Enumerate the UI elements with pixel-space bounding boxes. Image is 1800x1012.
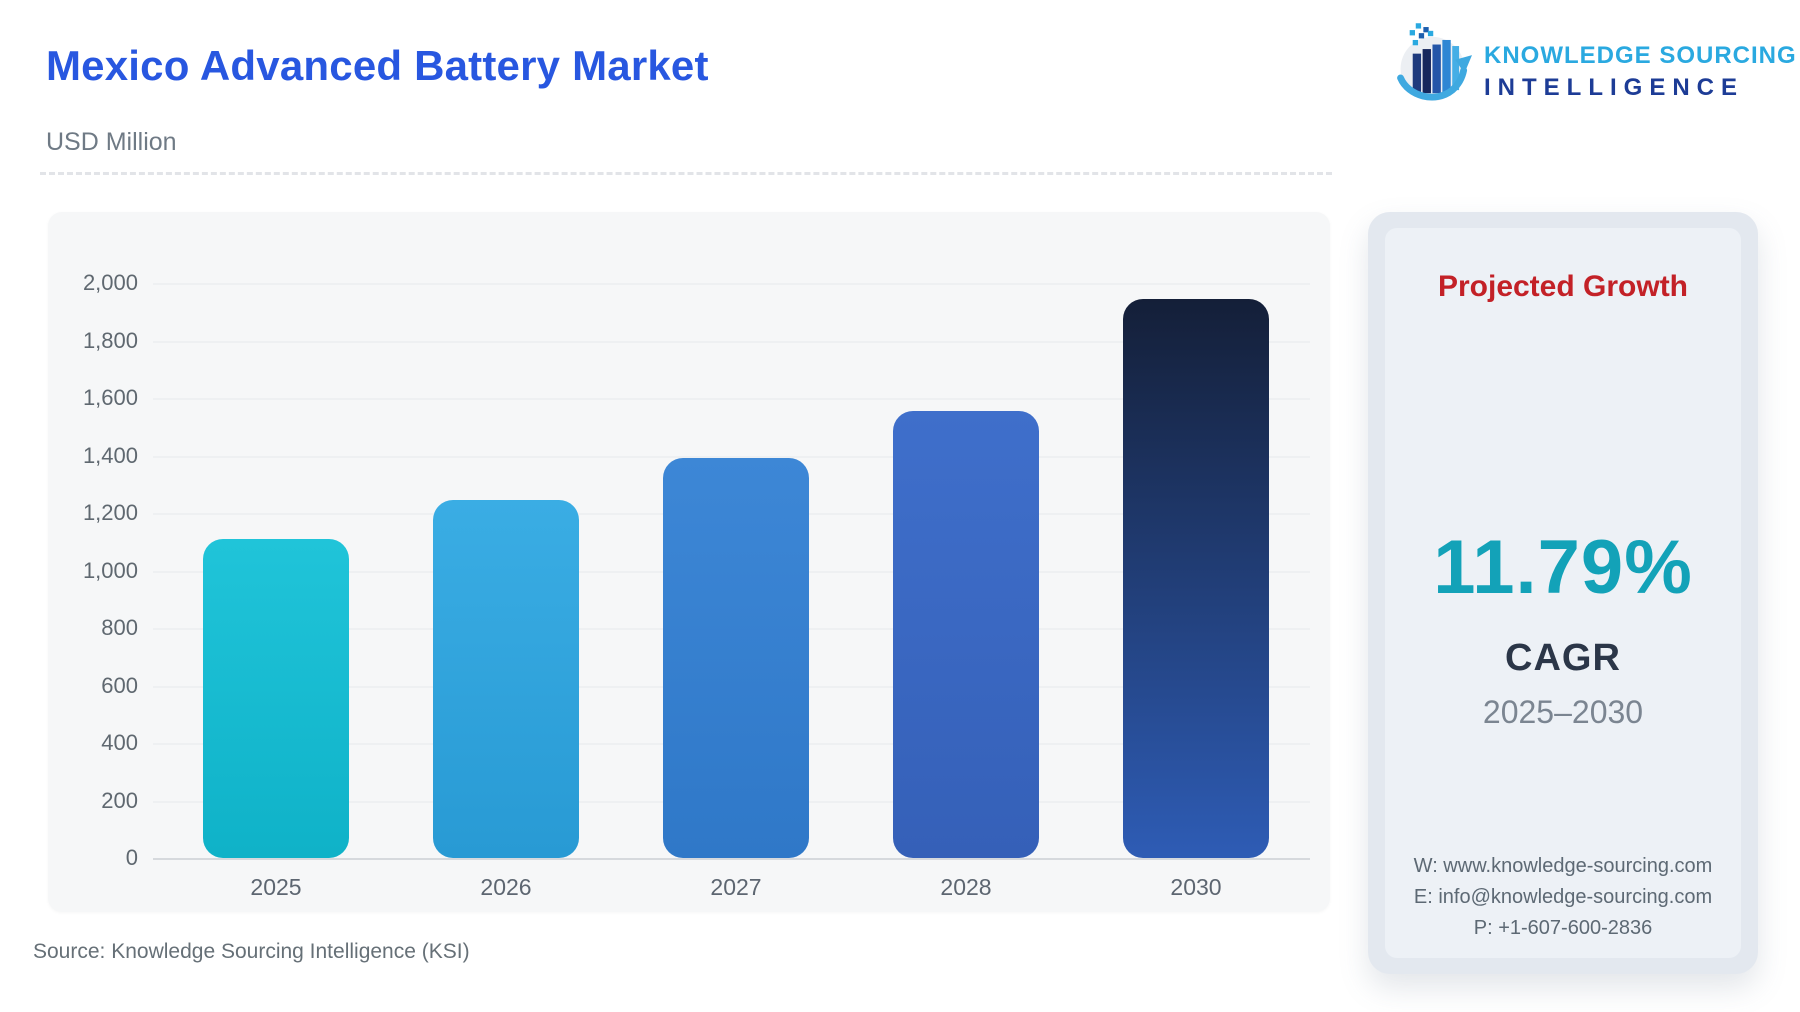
- projected-growth-inner: Projected Growth 11.79% CAGR 2025–2030 W…: [1385, 228, 1741, 958]
- gridline: [153, 455, 1310, 458]
- bar-2030: [1123, 299, 1269, 858]
- y-tick-label: 600: [101, 672, 138, 698]
- y-tick-label: 1,000: [82, 557, 138, 583]
- y-tick-label: 1,400: [82, 442, 138, 468]
- cagr-value: 11.79%: [1433, 525, 1693, 610]
- page-title: Mexico Advanced Battery Market: [46, 42, 709, 89]
- y-tick-label: 2,000: [82, 270, 138, 295]
- x-axis-label: 2027: [710, 874, 762, 900]
- source-note: Source: Knowledge Sourcing Intelligence …: [33, 940, 470, 963]
- y-tick-label: 400: [101, 730, 138, 755]
- gridline: [153, 398, 1310, 400]
- contact-block: W: www.knowledge-sourcing.com E: info@kn…: [1385, 851, 1741, 944]
- logo-line1: KNOWLEDGE SOURCING: [1484, 42, 1797, 69]
- y-tick-label: 1,600: [82, 385, 138, 410]
- unit-label: USD Million: [46, 128, 177, 156]
- bar-2025: [203, 539, 349, 858]
- x-axis-line: [153, 858, 1310, 860]
- contact-phone: P: +1-607-600-2836: [1473, 917, 1653, 939]
- ksi-logo: KNOWLEDGE SOURCING INTELLIGENCE: [1396, 12, 1797, 112]
- y-tick-label: 1,800: [82, 327, 138, 353]
- gridline: [153, 283, 1310, 285]
- cagr-period: 2025–2030: [1482, 694, 1644, 730]
- bar-2028: [893, 411, 1039, 858]
- logo-line2: INTELLIGENCE: [1484, 74, 1745, 101]
- ksi-logo-icon: [1397, 23, 1472, 101]
- projected-growth-panel: Projected Growth 11.79% CAGR 2025–2030 W…: [1368, 212, 1758, 974]
- growth-title: Projected Growth: [1437, 270, 1689, 303]
- contact-website: W: www.knowledge-sourcing.com: [1413, 855, 1713, 877]
- ksi-logo-text: KNOWLEDGE SOURCING INTELLIGENCE: [1484, 42, 1797, 112]
- y-tick-label: 800: [101, 615, 138, 640]
- bar-2027: [663, 458, 809, 858]
- cagr-label: CAGR: [1505, 637, 1621, 679]
- contact-email: E: info@knowledge-sourcing.com: [1413, 886, 1713, 908]
- x-axis-label: 2025: [250, 874, 302, 900]
- header-divider: [40, 172, 1332, 175]
- bar-chart: 0 200 400 600 800 1,000 1,200 1,400 1,600 1,800 2,…: [48, 212, 1330, 912]
- y-tick-label: 0: [125, 845, 138, 870]
- y-tick-label: 1,200: [82, 500, 138, 525]
- x-axis-label: 2028: [940, 874, 992, 900]
- gridline: [153, 340, 1310, 343]
- bar-2026: [433, 500, 579, 858]
- x-axis-label: 2030: [1170, 874, 1222, 900]
- x-axis-label: 2026: [480, 874, 532, 900]
- chart-card: 0 200 400 600 800 1,000 1,200 1,400 1,600 1,800 2,…: [48, 212, 1330, 912]
- y-tick-label: 200: [101, 787, 138, 813]
- cagr-block: 11.79% CAGR 2025–2030: [1385, 524, 1741, 731]
